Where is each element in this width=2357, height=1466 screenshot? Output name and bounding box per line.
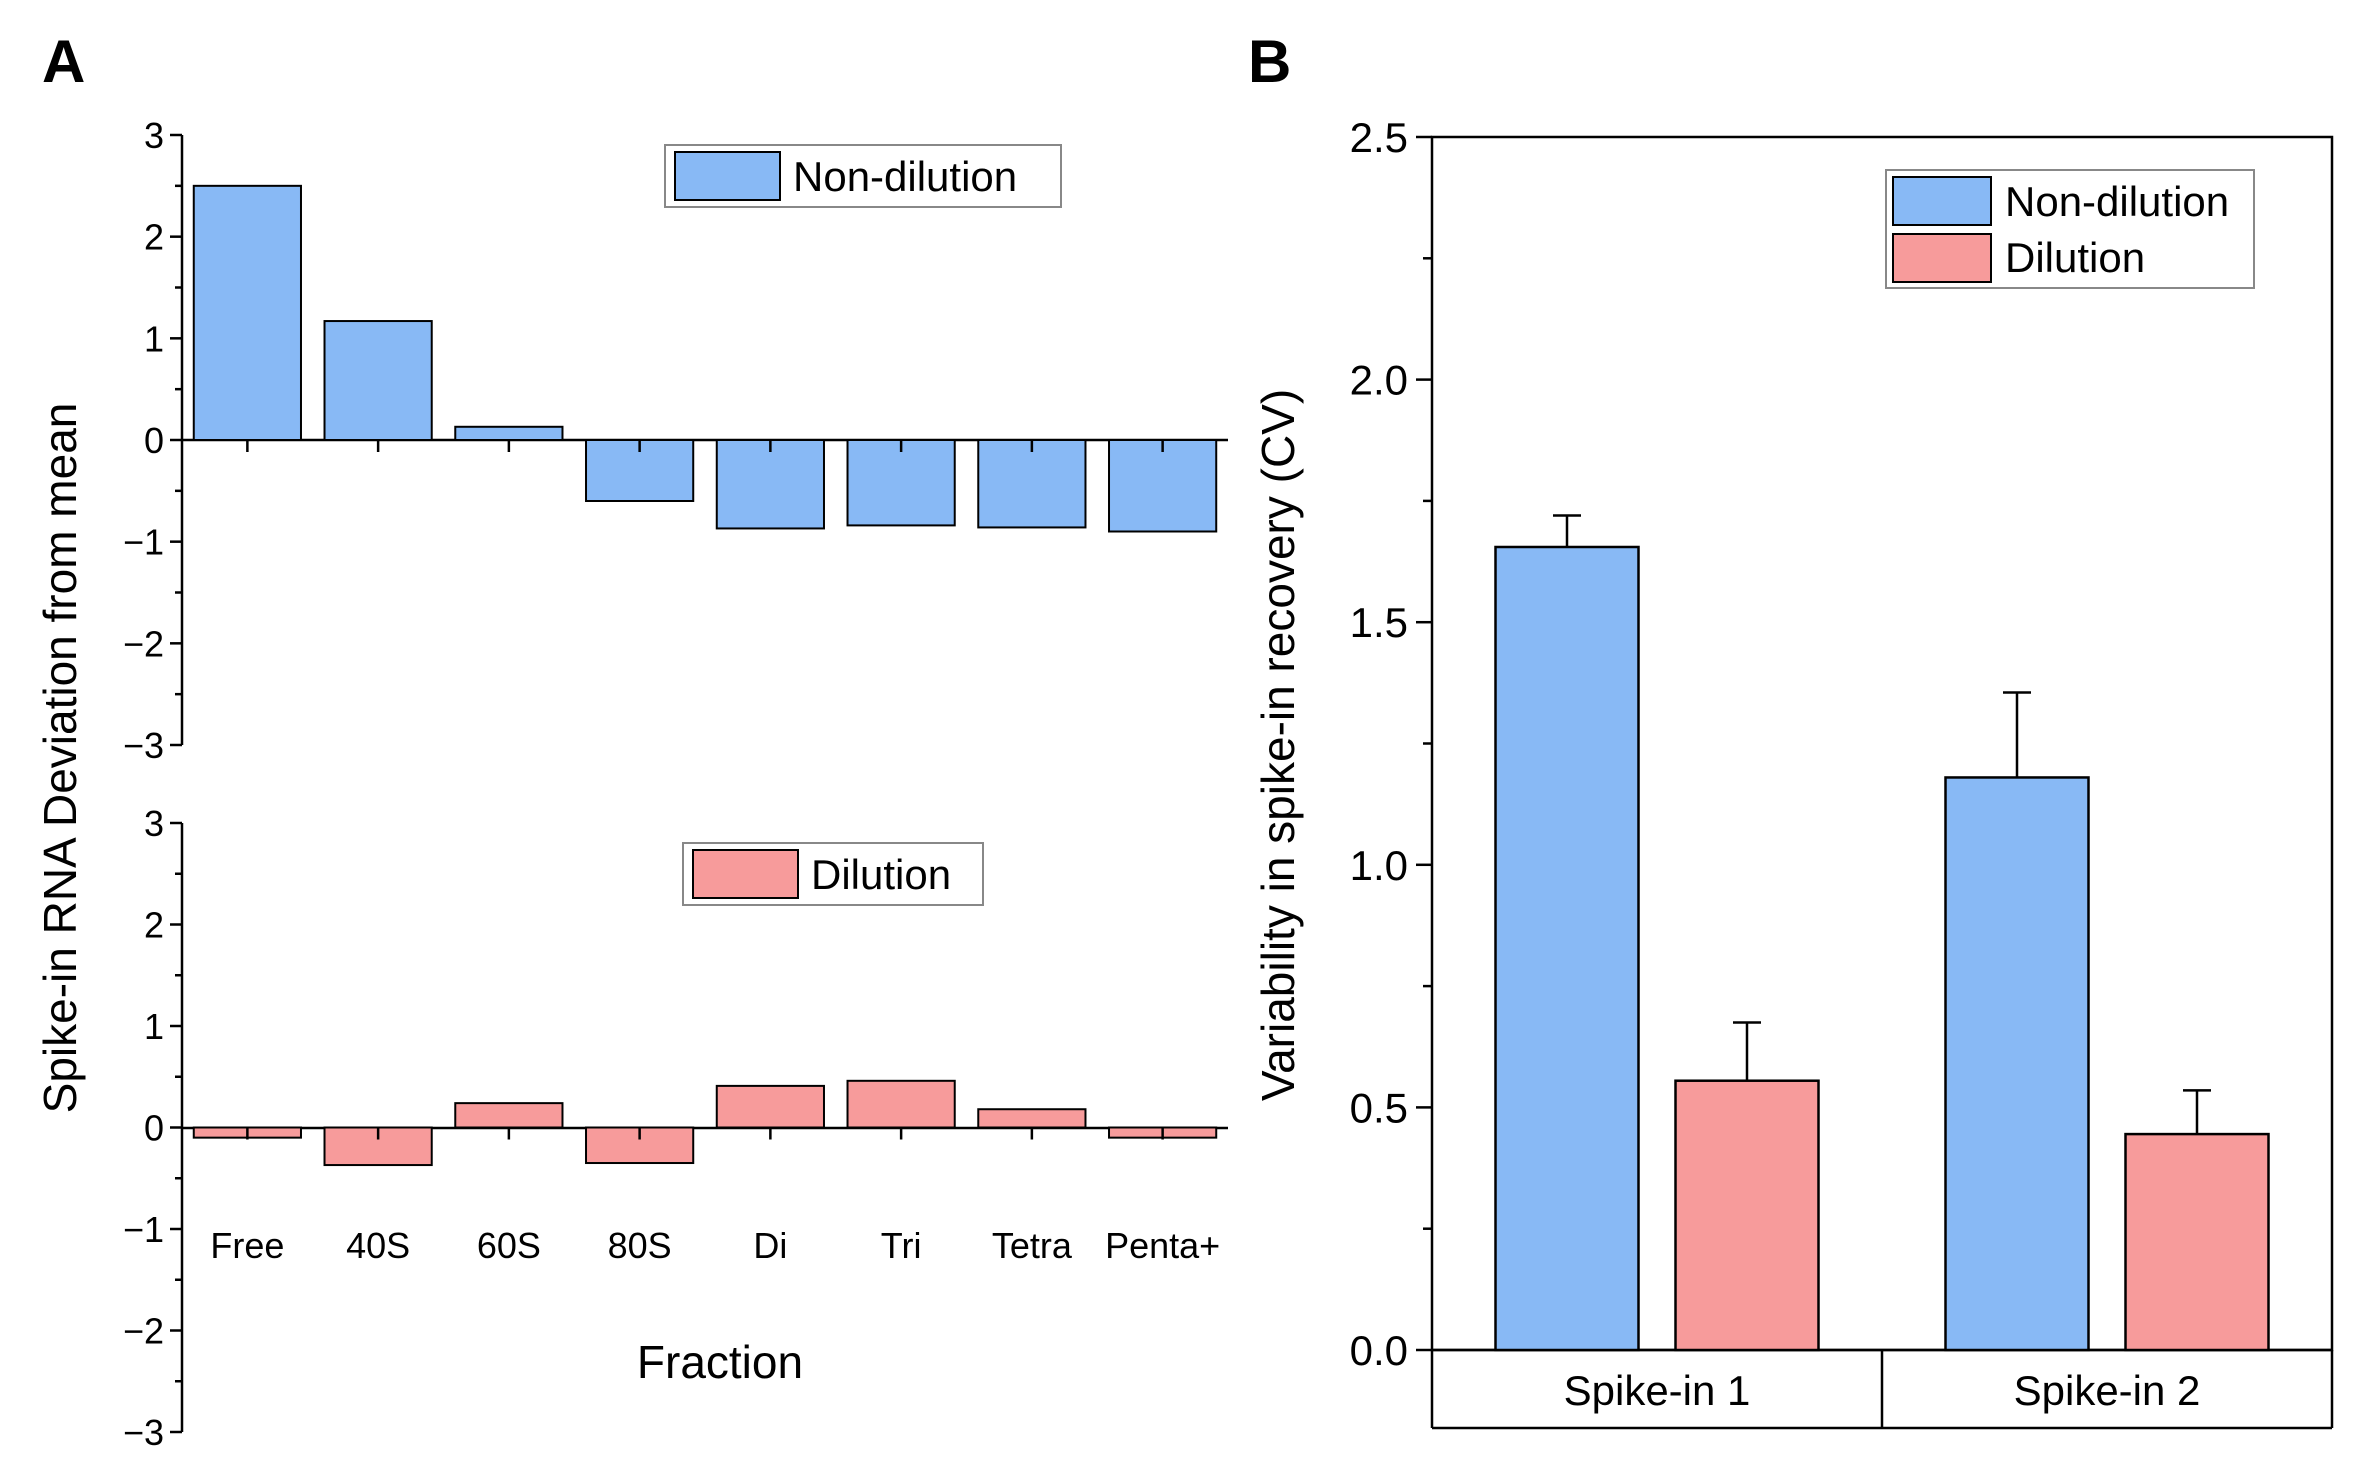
- y-tick-label: −1: [123, 522, 164, 563]
- x-tick-label: 60S: [477, 1225, 541, 1266]
- panel-label-a: A: [42, 28, 85, 95]
- bar-tetra: [977, 1108, 1087, 1129]
- legend-label-non-dilution: Non-dilution: [793, 153, 1017, 200]
- chart-a-top: 3 2 1 0 −1 −2 −3 Non-dilution: [123, 115, 1228, 766]
- x-axis-title-fraction: Fraction: [637, 1336, 803, 1388]
- x-category-label: Spike-in 1: [1564, 1367, 1751, 1414]
- y-tick-label: 1: [144, 318, 164, 359]
- y-tick-label: 3: [144, 115, 164, 156]
- y-tick-label: 2.5: [1350, 114, 1408, 161]
- legend-label-dilution: Dilution: [2005, 234, 2145, 281]
- panel-label-b: B: [1248, 28, 1291, 95]
- legend-swatch-non-dilution: [1892, 176, 1992, 226]
- chart-b-legend: Non-dilution Dilution: [1885, 169, 2255, 289]
- y-axis-title-b: Variability in spike-in recovery (CV): [1252, 389, 1304, 1101]
- legend-swatch-dilution: [1892, 233, 1992, 283]
- y-tick-label: 2: [144, 905, 164, 946]
- y-tick-label: 2.0: [1350, 357, 1408, 404]
- bar-dilution: [1674, 1079, 1820, 1352]
- bar-penta-: [1108, 439, 1218, 533]
- legend-swatch-non-dilution: [674, 151, 781, 201]
- x-tick-label: Di: [753, 1225, 787, 1266]
- bar-dilution: [2124, 1132, 2270, 1352]
- y-tick-label: 1.5: [1350, 599, 1408, 646]
- chart-a-bottom-legend: Dilution: [682, 842, 984, 906]
- y-tick-label: −3: [123, 725, 164, 766]
- y-tick-label: −3: [123, 1412, 164, 1453]
- chart-a-bottom: 3 2 1 0 −1 −2 −3 Free 40S 60S 80S Di Tri Tetra Penta+…: [123, 803, 1228, 1453]
- legend-swatch-dilution: [692, 849, 799, 899]
- legend-label-dilution: Dilution: [811, 851, 951, 898]
- y-tick-label: 0: [144, 420, 164, 461]
- x-category-label: Spike-in 2: [2014, 1367, 2201, 1414]
- legend-label-non-dilution: Non-dilution: [2005, 178, 2229, 225]
- y-axis-title-a: Spike-in RNA Deviation from mean: [34, 403, 86, 1114]
- bar-free: [192, 184, 302, 441]
- y-tick-label: 2: [144, 217, 164, 258]
- y-tick-label: −1: [123, 1209, 164, 1250]
- x-tick-label: 80S: [608, 1225, 672, 1266]
- bar-tri: [846, 439, 956, 527]
- y-tick-label: 0.5: [1350, 1084, 1408, 1131]
- chart-b: 0.00.51.01.52.02.5 Spike-in 1 Spike-in 2 …: [1252, 114, 2334, 1430]
- bar-non-dilution: [1494, 545, 1640, 1352]
- y-tick-label: 0.0: [1350, 1327, 1408, 1374]
- x-tick-label: Free: [210, 1225, 284, 1266]
- x-tick-label: Tri: [881, 1225, 922, 1266]
- y-tick-label: 3: [144, 803, 164, 844]
- bar-di: [715, 1084, 825, 1129]
- bar-tetra: [977, 439, 1087, 529]
- bar-tri: [846, 1079, 956, 1129]
- bar-non-dilution: [1944, 776, 2090, 1352]
- bar-di: [715, 439, 825, 530]
- y-tick-label: 0: [144, 1108, 164, 1149]
- bar-40s: [323, 320, 433, 441]
- y-tick-label: 1.0: [1350, 842, 1408, 889]
- chart-a-top-legend: Non-dilution: [664, 144, 1062, 208]
- x-tick-label: Penta+: [1105, 1225, 1220, 1266]
- x-tick-label: Tetra: [992, 1225, 1073, 1266]
- x-tick-label: 40S: [346, 1225, 410, 1266]
- bar-60s: [454, 1102, 564, 1129]
- y-tick-label: −2: [123, 623, 164, 664]
- bar-60s: [454, 425, 564, 441]
- y-tick-label: 1: [144, 1006, 164, 1047]
- y-tick-label: −2: [123, 1311, 164, 1352]
